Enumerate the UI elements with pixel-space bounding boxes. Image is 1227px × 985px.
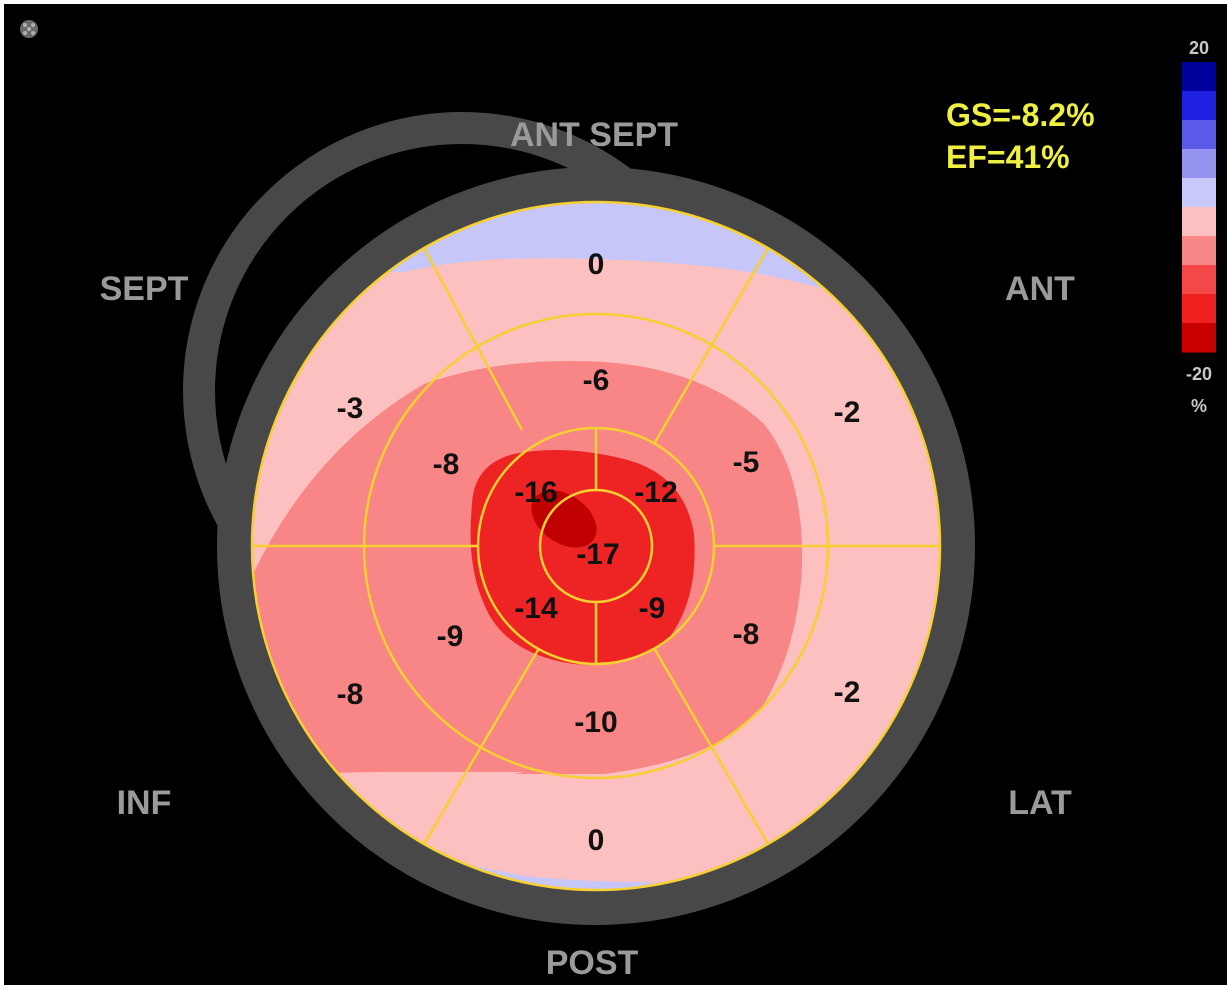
scale-swatch — [1182, 120, 1216, 150]
orientation-label-ant-sept: ANT SEPT — [510, 116, 678, 154]
segment-mid-sept: -8 — [433, 448, 460, 481]
scale-swatch — [1182, 323, 1216, 353]
segment-apical-inf: -14 — [514, 592, 558, 625]
segment-mid-ant-sept: -5 — [733, 446, 760, 479]
segment-basal-sept: -2 — [834, 676, 861, 709]
orientation-label-lat: LAT — [1008, 784, 1072, 822]
segment-apex: -17 — [576, 538, 619, 571]
scale-swatch — [1182, 265, 1216, 295]
orientation-label-ant: ANT — [1005, 270, 1075, 308]
segment-apical-sept: -9 — [639, 592, 666, 625]
scale-min-label: -20 — [1186, 364, 1212, 384]
bullseye-chart: 0 -2 -2 0 -8 -3 -6 -5 -8 -10 -9 -8 -12 -… — [20, 20, 1216, 982]
region-inner-red — [470, 450, 695, 665]
scale-max-label: 20 — [1189, 38, 1209, 58]
segment-basal-ant: 0 — [588, 248, 605, 281]
orientation-label-inf: INF — [117, 784, 172, 822]
corner-grid-icon — [20, 20, 38, 38]
orientation-label-post: POST — [546, 944, 639, 982]
segment-basal-inf: 0 — [588, 824, 605, 857]
segment-mid-ant: -6 — [583, 364, 610, 397]
scale-swatch — [1182, 236, 1216, 266]
segment-mid-post: -9 — [437, 620, 464, 653]
global-strain-readout: GS=-8.2% — [946, 97, 1095, 133]
scale-unit-label: % — [1191, 396, 1207, 416]
color-scale: 20 -20 % — [1182, 38, 1216, 416]
outer-ring-main — [217, 167, 975, 925]
orientation-label-sept: SEPT — [100, 270, 189, 308]
segment-mid-inf: -10 — [574, 706, 617, 739]
segment-basal-ant-sept: -2 — [834, 396, 861, 429]
region-peak — [531, 490, 597, 548]
scale-swatch — [1182, 91, 1216, 121]
segment-grid — [250, 200, 942, 892]
scale-swatch — [1182, 294, 1216, 324]
segment-basal-post: -8 — [337, 678, 364, 711]
ejection-fraction-readout: EF=41% — [946, 139, 1070, 175]
scale-swatch — [1182, 178, 1216, 208]
segment-apical-lat: -16 — [514, 476, 557, 509]
segment-mid-lat: -8 — [733, 618, 760, 651]
segment-apical-ant: -12 — [634, 476, 677, 509]
scale-swatch — [1182, 207, 1216, 237]
bullseye-display: 0 -2 -2 0 -8 -3 -6 -5 -8 -10 -9 -8 -12 -… — [4, 4, 1227, 985]
scale-bar — [1182, 62, 1216, 353]
scale-swatch — [1182, 149, 1216, 179]
segment-basal-lat: -3 — [337, 392, 364, 425]
scale-swatch — [1182, 62, 1216, 92]
